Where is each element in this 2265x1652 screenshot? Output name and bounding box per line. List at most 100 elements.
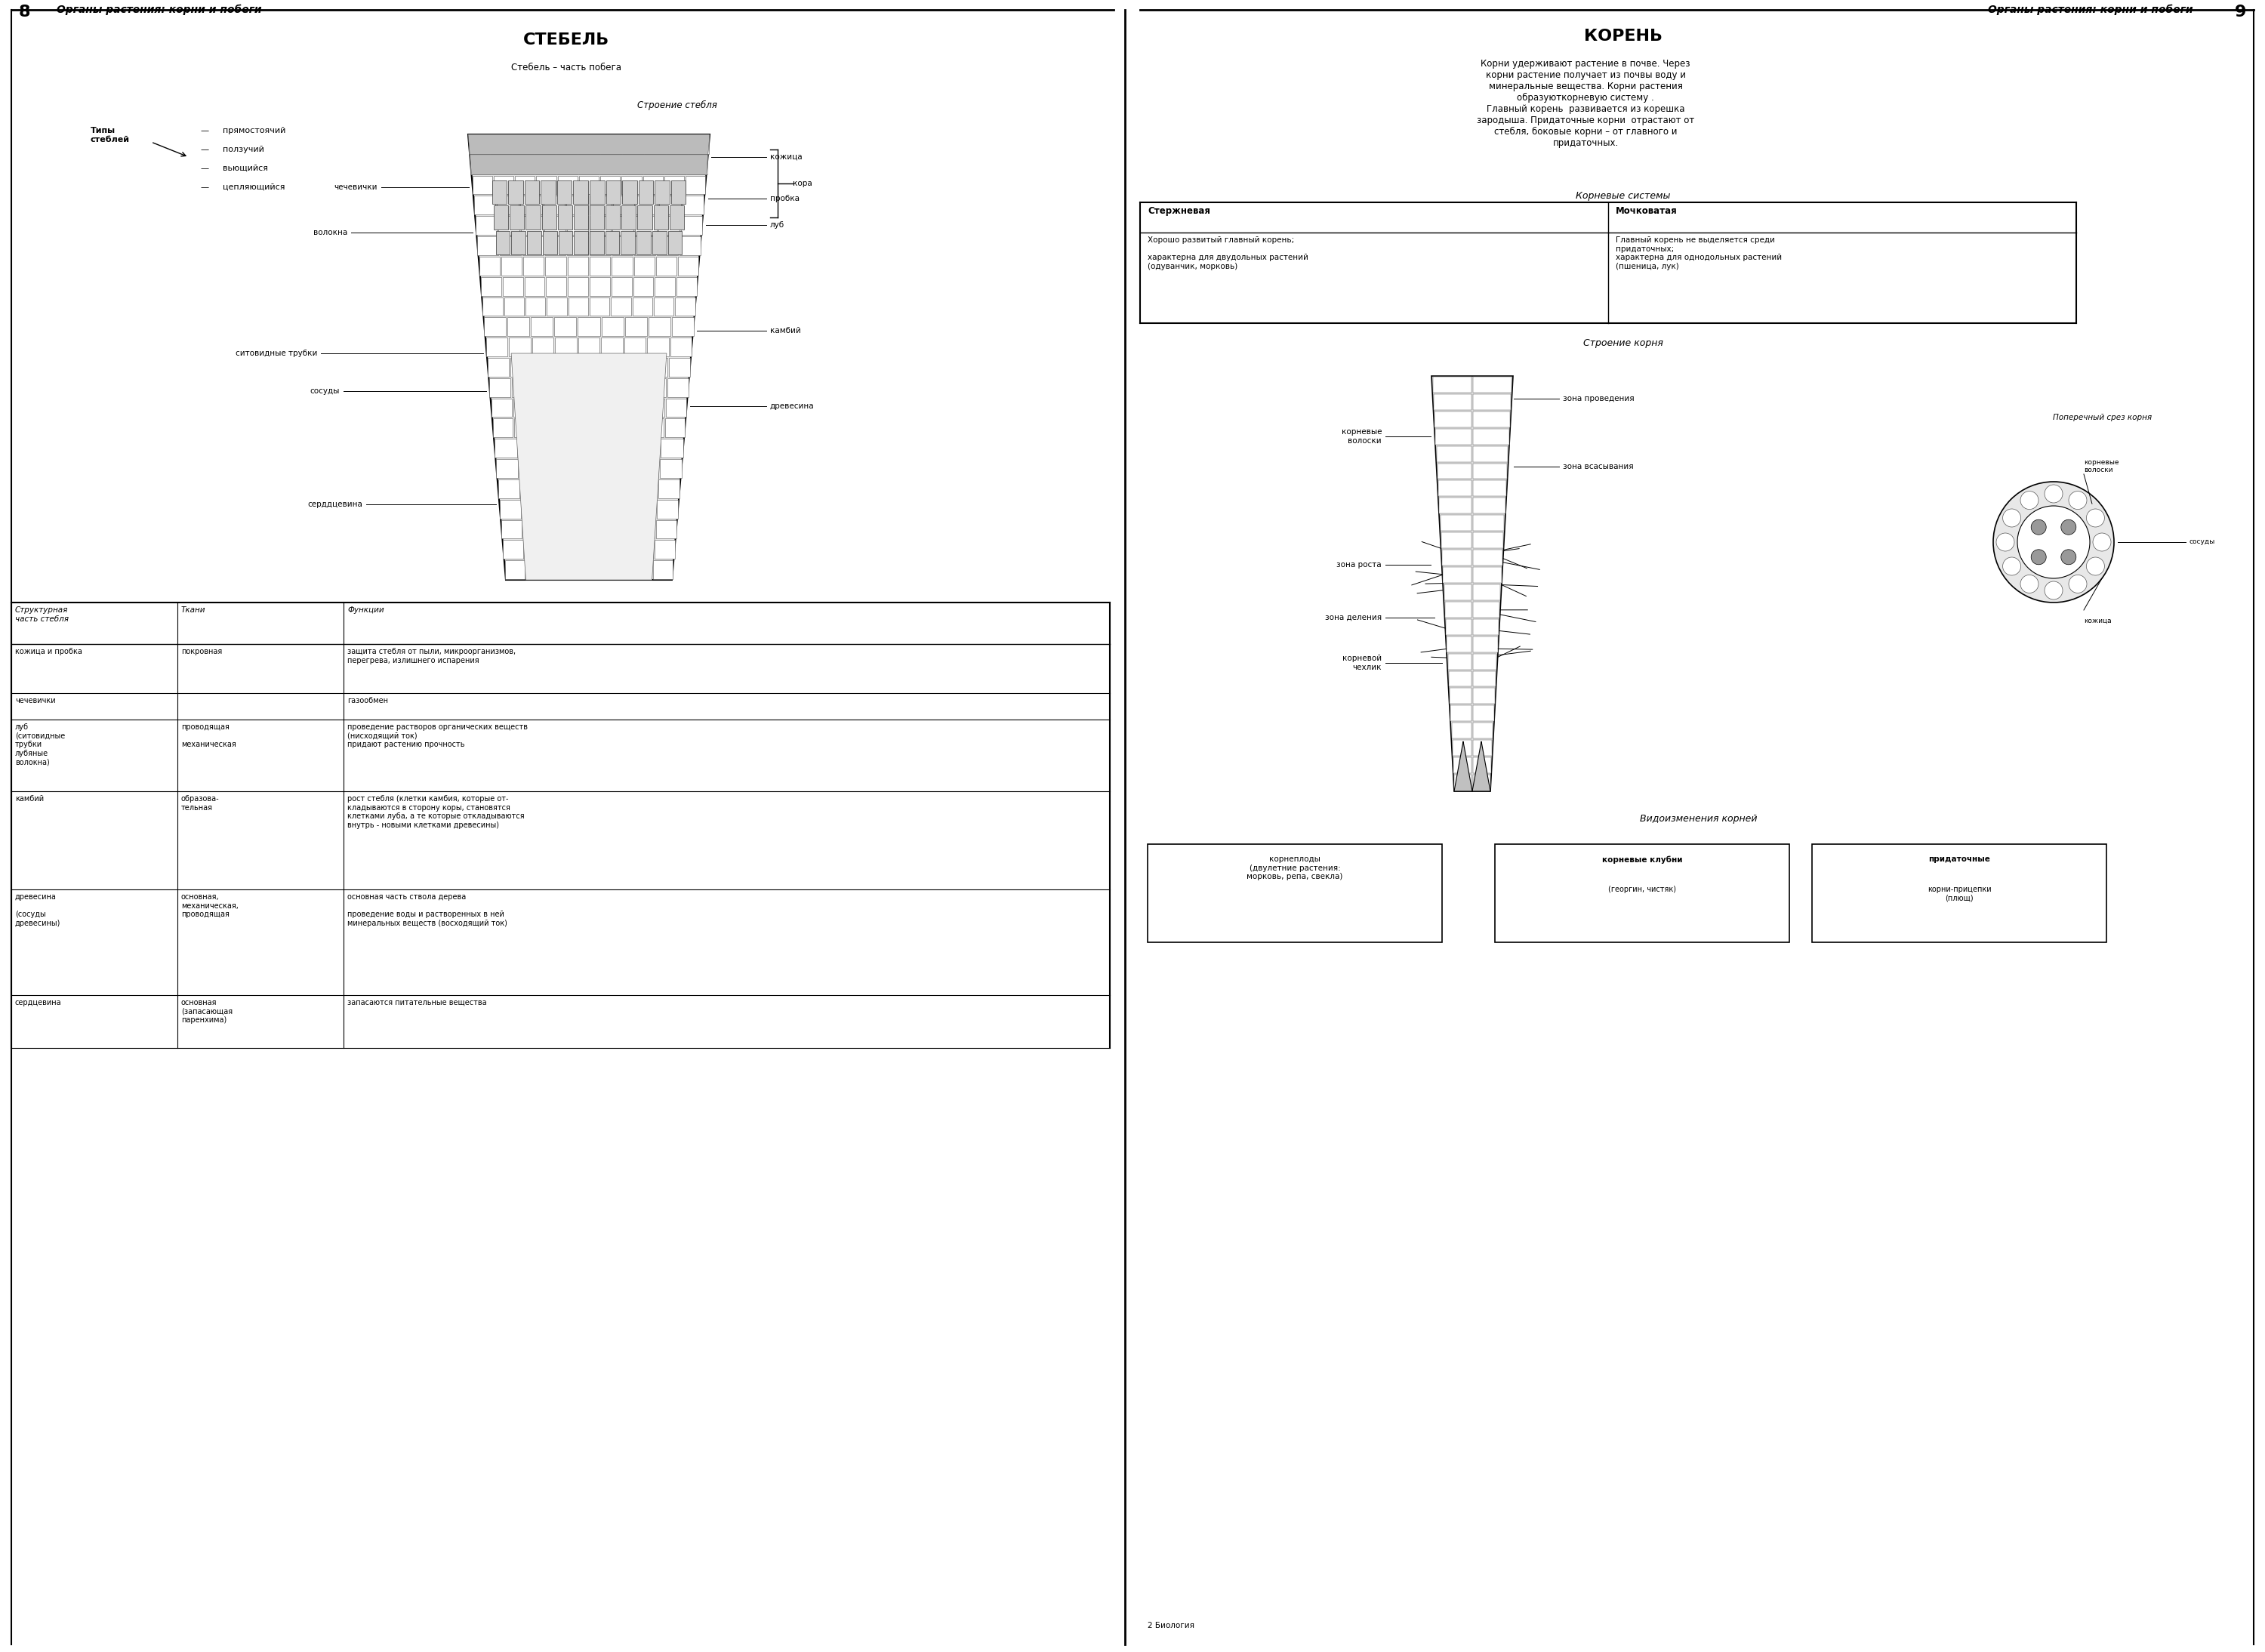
Bar <box>1148 844 1443 942</box>
Bar <box>480 256 501 276</box>
Bar <box>580 175 598 195</box>
Text: луб
(ситовидные
трубки
лубяные
волокна): луб (ситовидные трубки лубяные волокна) <box>16 724 66 767</box>
Bar <box>1472 515 1504 530</box>
Bar <box>566 439 589 458</box>
Bar <box>1447 654 1472 669</box>
Bar <box>569 560 589 580</box>
Bar <box>494 175 514 195</box>
Bar <box>1472 481 1506 496</box>
Polygon shape <box>469 134 709 155</box>
Bar <box>600 378 621 396</box>
Bar <box>512 378 532 396</box>
Bar <box>600 155 621 173</box>
Bar <box>1472 671 1495 687</box>
Text: 9: 9 <box>2236 5 2247 20</box>
Bar <box>569 297 589 316</box>
Bar <box>612 297 632 316</box>
Polygon shape <box>1431 377 1513 791</box>
Bar <box>505 297 523 316</box>
Bar <box>636 231 650 254</box>
Bar <box>1434 411 1472 428</box>
Text: СТЕБЕЛЬ: СТЕБЕЛЬ <box>523 33 609 48</box>
Text: прямостоячий: прямостоячий <box>222 127 285 134</box>
Bar <box>541 205 557 230</box>
Bar <box>657 236 677 254</box>
Bar <box>1447 636 1472 653</box>
Bar <box>494 418 512 438</box>
Text: пробка: пробка <box>770 195 800 202</box>
Bar <box>569 256 589 276</box>
Bar <box>657 256 677 276</box>
Bar <box>1472 689 1495 704</box>
Bar <box>555 358 578 377</box>
Bar <box>546 236 566 254</box>
Bar <box>589 197 612 215</box>
Bar <box>569 278 589 296</box>
Text: Корневые системы: Корневые системы <box>1576 192 1672 202</box>
Bar <box>566 236 589 254</box>
Bar <box>1441 515 1472 530</box>
Bar <box>612 560 630 580</box>
Bar <box>607 180 621 205</box>
Text: кожица и пробка: кожица и пробка <box>16 648 82 656</box>
Text: газообмен: газообмен <box>347 697 387 704</box>
Bar <box>496 231 510 254</box>
Bar <box>510 337 530 357</box>
Bar <box>501 236 521 254</box>
Bar <box>557 398 578 416</box>
Text: Типы
стеблей: Типы стеблей <box>91 127 129 144</box>
Circle shape <box>2032 550 2045 565</box>
Bar <box>646 378 666 396</box>
Bar <box>666 398 686 416</box>
Bar <box>634 499 655 519</box>
Bar <box>559 231 573 254</box>
Text: зона проведения: зона проведения <box>1563 395 1635 403</box>
Text: зона всасывания: зона всасывания <box>1563 463 1633 471</box>
Bar <box>535 155 555 173</box>
Bar <box>589 540 609 558</box>
Text: чечевички: чечевички <box>16 697 57 704</box>
Bar <box>1472 377 1511 393</box>
Bar <box>648 317 670 335</box>
Circle shape <box>2020 575 2038 593</box>
Bar <box>612 520 632 539</box>
Text: Структурная
часть стебля: Структурная часть стебля <box>16 606 68 623</box>
Circle shape <box>2045 484 2063 502</box>
Text: проводящая

механическая: проводящая механическая <box>181 724 236 748</box>
Text: 2 Биология: 2 Биология <box>1148 1622 1194 1629</box>
Bar <box>512 135 532 154</box>
Bar <box>578 358 600 377</box>
Bar <box>476 216 496 235</box>
Text: Видоизменения корней: Видоизменения корней <box>1640 814 1758 824</box>
Bar <box>544 231 557 254</box>
Bar <box>605 231 618 254</box>
Bar <box>589 231 605 254</box>
Bar <box>544 197 564 215</box>
Bar <box>1436 446 1472 463</box>
Bar <box>612 479 634 499</box>
Bar <box>668 231 682 254</box>
Bar <box>589 256 609 276</box>
Text: запасаются питательные вещества: запасаются питательные вещества <box>347 999 487 1006</box>
Text: волокна: волокна <box>313 228 347 236</box>
Text: корнеплоды
(двулетние растения:
морковь, репа, свекла): корнеплоды (двулетние растения: морковь,… <box>1246 856 1343 881</box>
Bar <box>546 278 566 296</box>
Bar <box>498 479 519 499</box>
Bar <box>548 560 566 580</box>
Bar <box>602 317 623 335</box>
Text: корни-прицепки
(плющ): корни-прицепки (плющ) <box>1928 885 1991 902</box>
Bar <box>1450 671 1472 687</box>
Circle shape <box>1995 534 2014 552</box>
Bar <box>496 459 519 477</box>
Bar <box>666 155 686 173</box>
Bar <box>634 256 655 276</box>
Bar <box>666 418 684 438</box>
Bar <box>652 560 673 580</box>
Bar <box>578 135 600 154</box>
Bar <box>521 479 541 499</box>
Bar <box>544 479 566 499</box>
Text: образова-
тельная: образова- тельная <box>181 795 220 811</box>
Text: —: — <box>199 145 208 154</box>
Bar <box>496 197 519 215</box>
Text: основная часть ствола дерева

проведение воды и растворенных в ней
минеральных в: основная часть ствола дерева проведение … <box>347 894 507 927</box>
